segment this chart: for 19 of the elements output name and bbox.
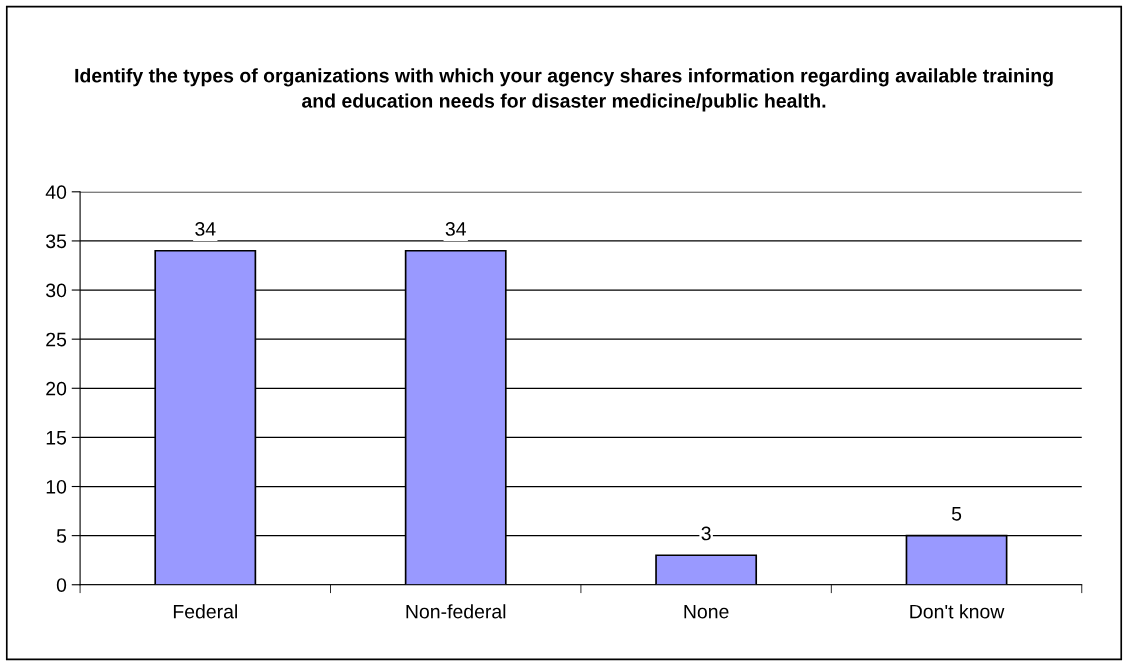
data-label: 34 bbox=[195, 222, 216, 236]
y-tick-label: 0 bbox=[56, 578, 67, 592]
data-label: 3 bbox=[701, 526, 711, 541]
x-tick-label: Non-federal bbox=[406, 604, 506, 619]
data-label: 5 bbox=[951, 507, 962, 521]
y-tick-label: 10 bbox=[46, 479, 67, 494]
x-tick-label: Don't know bbox=[910, 604, 1005, 619]
x-tick-label: Federal bbox=[173, 604, 237, 619]
y-tick-label: 30 bbox=[46, 283, 67, 298]
y-tick-label: 20 bbox=[46, 381, 67, 396]
y-tick-label: 15 bbox=[46, 431, 67, 445]
y-tick-label: 25 bbox=[46, 332, 67, 347]
y-tick-label: 5 bbox=[56, 529, 67, 543]
x-tick-label: None bbox=[684, 604, 729, 619]
y-tick-label: 40 bbox=[45, 185, 67, 200]
y-tick-label: 35 bbox=[46, 234, 67, 249]
bar bbox=[655, 554, 758, 585]
chart-title: Identify the types of organizations with which your agency shares information regarding available training and education needs for disaster medicine/public health. bbox=[75, 68, 1053, 112]
data-label: 34 bbox=[445, 222, 466, 236]
